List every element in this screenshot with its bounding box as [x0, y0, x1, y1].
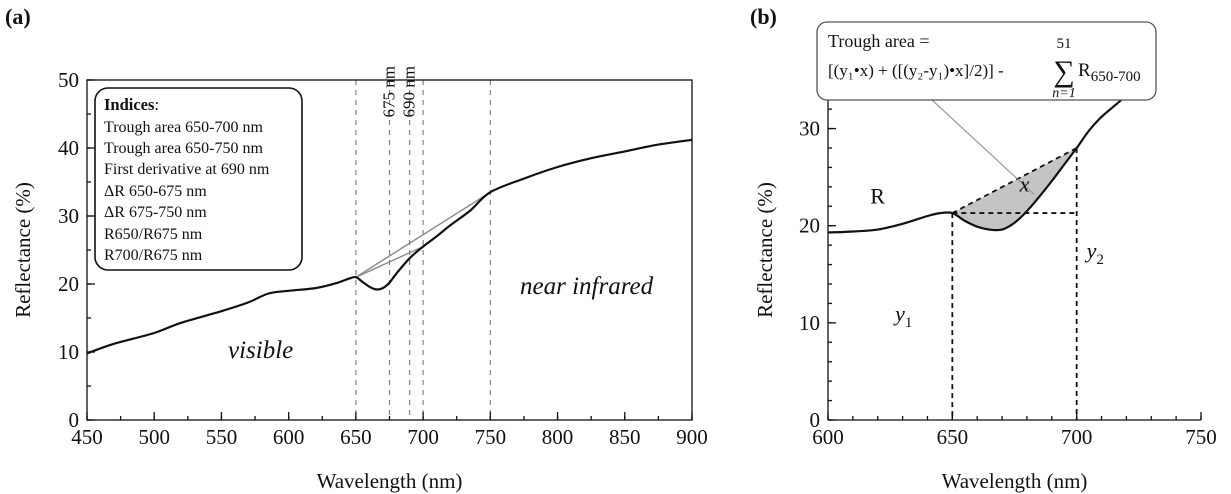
reference-line-label: 690 nm — [400, 66, 419, 117]
sum-lower-limit: n=1 — [1052, 86, 1075, 101]
y2-label: y2 — [1085, 238, 1104, 268]
y-axis-title: Reflectance (%) — [11, 182, 35, 318]
y2-symbol: y — [1085, 238, 1097, 263]
trough-width-label: x — [1019, 172, 1030, 197]
reference-line-label: 675 nm — [380, 66, 399, 117]
y-tick-label: 30 — [58, 204, 79, 228]
panel-a: (a) 675 nm 690 nm 450 500 550 600 650 700 750 80… — [5, 4, 708, 493]
indices-item: R650/R675 nm — [104, 226, 203, 243]
indices-item: Trough area 650-700 nm — [104, 119, 264, 136]
y2-subscript: 2 — [1096, 252, 1104, 268]
indices-item: Trough area 650-750 nm — [104, 140, 264, 157]
y-tick-label: 10 — [799, 311, 820, 335]
chord-line — [355, 245, 424, 278]
chord-line — [355, 191, 491, 278]
x-tick-label: 600 — [273, 425, 305, 449]
indices-item: ΔR 650-675 nm — [104, 183, 207, 200]
x-axis-title: Wavelength (nm) — [317, 469, 463, 493]
panel-b-label: (b) — [750, 4, 777, 29]
indices-heading: Indices — [104, 95, 155, 114]
x-tick-label: 650 — [937, 425, 969, 449]
x-tick-label: 550 — [206, 425, 238, 449]
y1-label: y1 — [893, 301, 912, 331]
x-axis-title: Wavelength (nm) — [942, 469, 1088, 493]
formula-box: Trough area = [(y₁•x) + ([(y₂-y₁)•x]/2)]… — [816, 21, 1157, 101]
panel-a-label: (a) — [5, 4, 31, 29]
indices-heading-line: Indices: — [104, 95, 159, 114]
x-tick-label: 650 — [340, 425, 372, 449]
axes: 450 500 550 600 650 700 750 800 850 900 0 10 20 30 40 5… — [58, 68, 708, 449]
indices-box-frame — [94, 87, 303, 271]
x-tick-label: 850 — [609, 425, 641, 449]
reference-line-labels: 675 nm 690 nm — [380, 66, 419, 117]
y-tick-label: 20 — [58, 272, 79, 296]
y-tick-label: 0 — [69, 408, 80, 432]
y-tick-label: 20 — [799, 214, 820, 238]
sum-term: R650-700 — [1078, 60, 1141, 85]
x-tick-label: 750 — [1185, 425, 1217, 449]
x-tick-label: 900 — [676, 425, 708, 449]
formula-box-frame — [816, 21, 1157, 101]
formula-line-1: Trough area = — [828, 31, 929, 51]
curve-label-r: R — [870, 183, 885, 208]
y1-symbol: y — [893, 301, 905, 326]
y1-subscript: 1 — [905, 315, 913, 331]
trough-guides — [951, 147, 1078, 420]
near-infrared-region-label: near infrared — [520, 273, 654, 300]
y-tick-label: 0 — [810, 408, 821, 432]
sum-upper-limit: 51 — [1057, 36, 1072, 52]
y-tick-label: 10 — [58, 340, 79, 364]
trough-area-fill — [952, 148, 1077, 231]
sum-term-symbol: R — [1078, 60, 1091, 81]
indices-item: R700/R675 nm — [104, 247, 203, 264]
indices-box: Indices: Trough area 650-700 nm Trough a… — [94, 87, 303, 271]
y-tick-label: 50 — [58, 68, 79, 92]
reflectance-curve — [827, 94, 1128, 234]
visible-region-label: visible — [228, 337, 293, 364]
sum-symbol: ∑ — [1053, 55, 1074, 88]
y-axis-title: Reflectance (%) — [753, 182, 777, 318]
reference-lines — [355, 80, 491, 420]
indices-heading-suffix: : — [154, 95, 159, 114]
y-tick-label: 40 — [58, 136, 79, 160]
x-tick-label: 800 — [542, 425, 574, 449]
axes: 600 650 700 750 0 10 20 30 — [799, 80, 1217, 449]
formula-leader-line — [931, 99, 1035, 196]
x-tick-label: 600 — [812, 425, 844, 449]
formula-line-2: [(y₁•x) + ([(y₂-y₁)•x]/2)] - — [828, 61, 1004, 80]
y-tick-label: 30 — [799, 117, 820, 141]
indices-item: ΔR 675-750 nm — [104, 204, 207, 221]
x-tick-label: 450 — [71, 425, 103, 449]
x-tick-label: 500 — [138, 425, 170, 449]
x-tick-label: 700 — [407, 425, 439, 449]
chord-lines — [355, 191, 491, 278]
indices-item: First derivative at 690 nm — [104, 161, 270, 178]
reflectance-curve — [86, 138, 693, 355]
x-tick-label: 750 — [475, 425, 507, 449]
x-tick-label: 700 — [1061, 425, 1093, 449]
sum-term-subscript: 650-700 — [1091, 69, 1141, 85]
